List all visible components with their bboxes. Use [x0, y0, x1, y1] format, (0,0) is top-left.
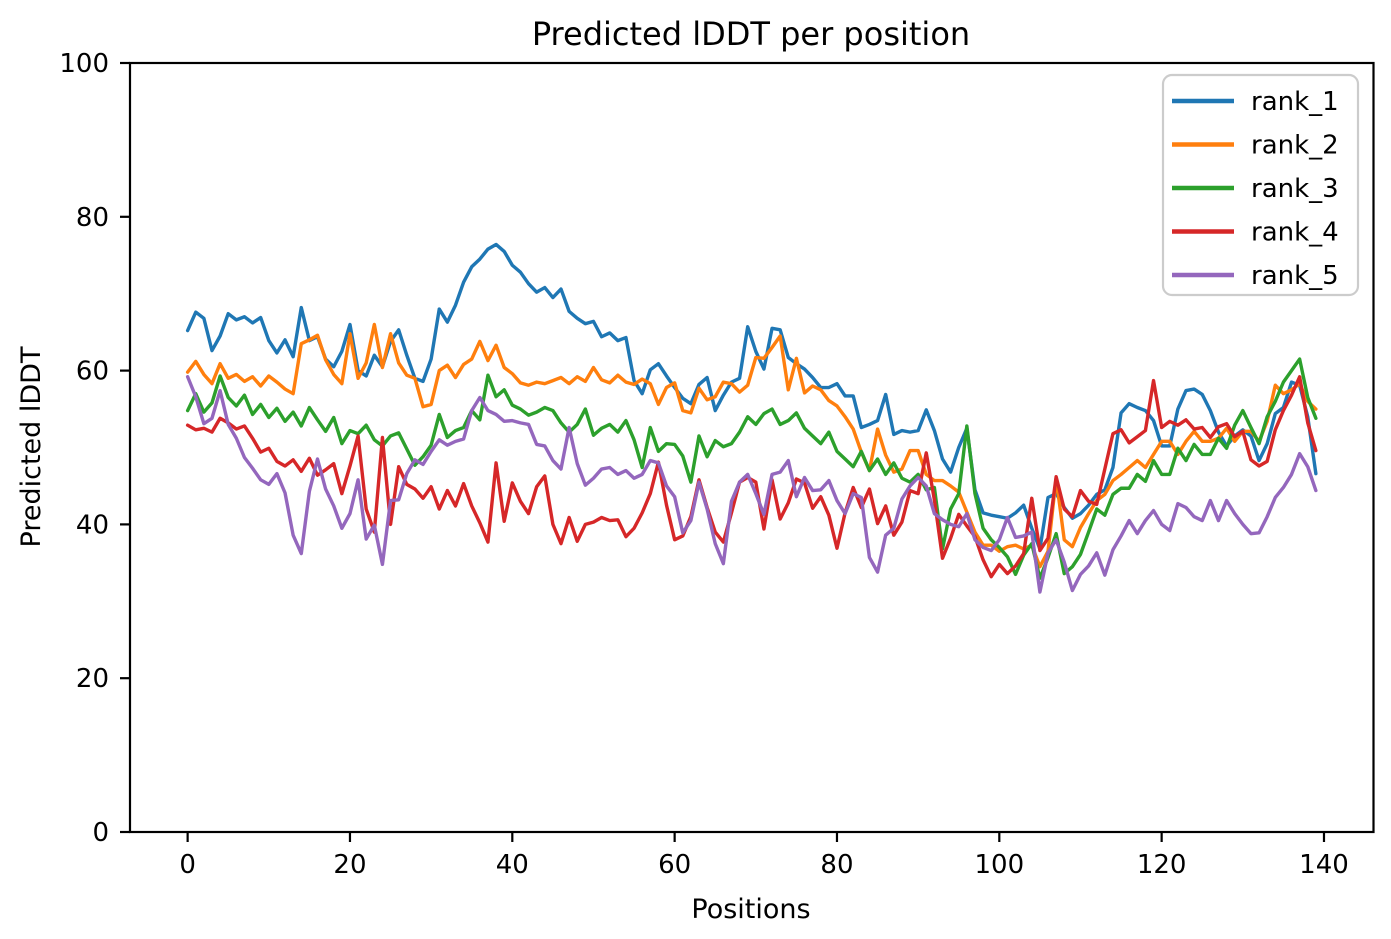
y-tick-label: 80 — [76, 203, 109, 233]
x-tick-label: 80 — [820, 850, 853, 880]
legend-label-rank_2: rank_2 — [1251, 131, 1339, 161]
legend: rank_1 rank_2 rank_3 rank_4 rank_5 — [1161, 73, 1360, 297]
series-line-rank_2 — [185, 322, 1318, 569]
x-tick-label: 100 — [974, 850, 1024, 880]
legend-label-rank_4: rank_4 — [1251, 218, 1339, 248]
chart-title: Predicted lDDT per position — [532, 15, 970, 53]
x-axis-label: Positions — [691, 894, 810, 925]
y-tick-label: 60 — [76, 357, 109, 387]
legend-entry-rank_5: rank_5 — [1172, 261, 1339, 291]
legend-label-rank_5: rank_5 — [1251, 261, 1339, 291]
x-tick-label: 40 — [496, 850, 529, 880]
plot-area: 0 20 40 60 80 100 120 140020406080100rank_1rank… — [59, 49, 1375, 880]
series-line-rank_5 — [185, 375, 1318, 594]
x-tick-label: 60 — [658, 850, 691, 880]
series-line-rank_1 — [185, 242, 1318, 551]
x-tick-label: 120 — [1137, 850, 1187, 880]
y-tick-label: 40 — [76, 510, 109, 540]
x-tick-label: 20 — [333, 850, 366, 880]
x-tick-label: 140 — [1299, 850, 1349, 880]
series-line-rank_3 — [185, 357, 1318, 580]
legend-entry-rank_2: rank_2 — [1172, 131, 1339, 161]
y-tick-label: 100 — [59, 49, 109, 79]
y-axis-label: Predicted lDDT — [16, 346, 47, 547]
legend-entry-rank_4: rank_4 — [1172, 218, 1339, 248]
legend-box — [1161, 73, 1360, 297]
x-tick-label: 0 — [179, 850, 196, 880]
legend-label-rank_3: rank_3 — [1251, 174, 1339, 204]
legend-entry-rank_1: rank_1 — [1172, 87, 1339, 117]
y-tick-label: 20 — [76, 664, 109, 694]
legend-entry-rank_3: rank_3 — [1172, 174, 1339, 204]
y-tick-label: 0 — [92, 818, 109, 848]
axes-spines — [128, 61, 1375, 834]
legend-label-rank_1: rank_1 — [1251, 87, 1339, 117]
